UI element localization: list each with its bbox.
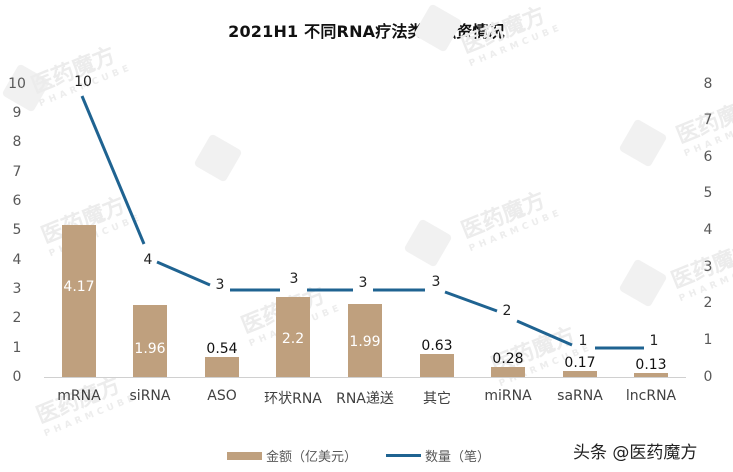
left-axis-tick: 2 (12, 310, 22, 326)
left-axis-tick: 9 (12, 105, 22, 121)
bar-mRNA (62, 225, 96, 377)
right-axis-tick: 0 (703, 369, 713, 385)
bar-value-label: 0.13 (635, 357, 667, 373)
x-axis-label: 其它 (423, 391, 451, 407)
line-value-label: 3 (358, 275, 368, 291)
legend-label: 金额（亿美元） (266, 450, 358, 465)
left-axis-tick: 8 (12, 134, 22, 150)
bar-other (420, 354, 454, 377)
bar-siRNA (133, 305, 167, 377)
bar-value-label: 2.2 (281, 331, 305, 347)
left-axis-tick: 5 (12, 222, 22, 238)
legend-item-count: 数量（笔） (386, 446, 490, 465)
bar-value-label: 4.17 (63, 279, 95, 295)
bar-value-label: 1.99 (349, 334, 381, 350)
left-axis-tick: 10 (8, 76, 26, 92)
line-value-label: 3 (215, 277, 225, 293)
right-axis-tick: 7 (703, 112, 713, 128)
x-axis-label: ASO (207, 388, 237, 404)
left-axis-tick: 4 (12, 252, 22, 268)
bar-miRNA (491, 367, 525, 377)
left-axis-tick: 6 (12, 193, 22, 209)
source-credit: 头条 @医药魔方 (573, 443, 698, 463)
bar-value-label: 0.54 (206, 341, 238, 357)
x-axis-label: mRNA (57, 388, 101, 404)
right-axis-tick: 8 (703, 76, 713, 92)
x-axis-label: miRNA (484, 388, 532, 404)
line-value-label: 3 (289, 271, 299, 287)
right-axis-tick: 2 (703, 295, 713, 311)
legend-item-amount: 金额（亿美元） (227, 446, 357, 465)
x-axis-label: RNA递送 (336, 391, 394, 407)
left-axis-tick: 1 (12, 340, 22, 356)
bar-value-label: 0.63 (421, 338, 453, 354)
x-axis-line (44, 377, 686, 378)
x-axis-label: 环状RNA (264, 391, 322, 407)
x-axis-label: siRNA (129, 388, 171, 404)
right-axis-tick: 3 (703, 259, 713, 275)
bar-value-label: 0.17 (564, 355, 596, 371)
right-axis-tick: 6 (703, 149, 713, 165)
legend-bar-swatch-icon (227, 451, 262, 460)
legend-line-swatch-icon (386, 454, 421, 457)
legend-label: 数量（笔） (425, 450, 491, 465)
line-value-label: 2 (502, 303, 512, 319)
bar-circRNA (276, 297, 310, 377)
line-value-label: 1 (649, 333, 659, 349)
bar-ASO (205, 357, 239, 377)
bar-saRNA (563, 371, 597, 377)
x-axis-label: saRNA (557, 388, 603, 404)
line-value-label: 1 (578, 333, 588, 349)
bar-value-label: 0.28 (492, 351, 524, 367)
line-value-label: 4 (143, 252, 153, 268)
bar-RNA-delivery (348, 304, 382, 377)
right-axis-tick: 5 (703, 185, 713, 201)
left-axis-tick: 0 (12, 369, 22, 385)
line-value-label: 3 (431, 274, 441, 290)
line-value-label: 10 (74, 74, 92, 90)
bar-lncRNA (634, 373, 668, 377)
right-axis-tick: 1 (703, 332, 713, 348)
right-axis-tick: 4 (703, 222, 713, 238)
bar-value-label: 1.96 (134, 341, 166, 357)
x-axis-label: lncRNA (625, 388, 677, 404)
left-axis-tick: 7 (12, 164, 22, 180)
left-axis-tick: 3 (12, 281, 22, 297)
